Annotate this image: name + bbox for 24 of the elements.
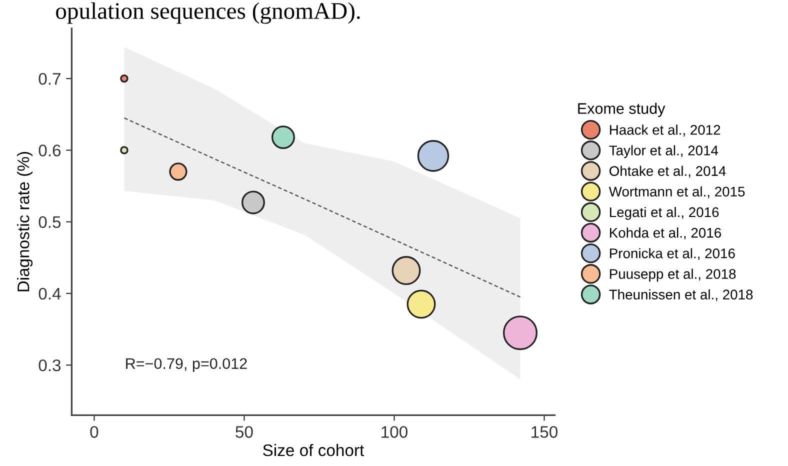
x-tick-label: 0 (90, 426, 98, 438)
annotation: R=−0.79, p=0.012 (126, 358, 247, 372)
legend-label: Puusepp et al., 2018 (610, 268, 736, 282)
y-axis-title: Diagnostic rate (%) (17, 152, 33, 292)
legend-label: Pronicka et al., 2016 (610, 248, 735, 260)
y-tick-label: 0.5 (38, 216, 61, 228)
x-tick-label: 50 (236, 426, 253, 438)
x-tick-label: 100 (382, 426, 408, 438)
legend-label: Taylor et al., 2014 (609, 145, 718, 158)
legend-label: Theunissen et al., 2018 (609, 289, 753, 302)
y-tick-label: 0.3 (38, 359, 61, 372)
y-tick-label: 0.7 (38, 72, 60, 85)
text: opulation sequences (gnomAD). (56, 2, 360, 24)
legend-title: Exome study (578, 102, 666, 117)
legend-label: Ohtake et al., 2014 (610, 166, 726, 178)
x-axis-title: Size of cohort (263, 444, 364, 456)
y-tick-label: 0.4 (38, 288, 61, 300)
legend-label: Legati et al., 2016 (610, 206, 719, 220)
x-tick-label: 150 (532, 426, 558, 438)
line-series (124, 117, 521, 298)
legend-label: Haack et al., 2012 (610, 124, 720, 136)
legend-label: Kohda et al., 2016 (610, 228, 721, 240)
y-tick-label: 0.6 (38, 144, 61, 156)
legend-label: Wortmann et al., 2015 (608, 186, 745, 198)
